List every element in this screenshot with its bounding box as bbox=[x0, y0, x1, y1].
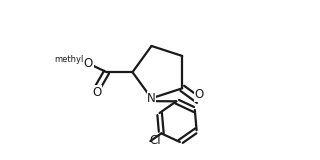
Text: N: N bbox=[147, 92, 156, 105]
Text: O: O bbox=[194, 88, 204, 101]
Text: O: O bbox=[84, 57, 93, 70]
Text: methyl: methyl bbox=[54, 55, 84, 64]
Text: O: O bbox=[92, 86, 101, 99]
Text: Cl: Cl bbox=[149, 134, 161, 147]
